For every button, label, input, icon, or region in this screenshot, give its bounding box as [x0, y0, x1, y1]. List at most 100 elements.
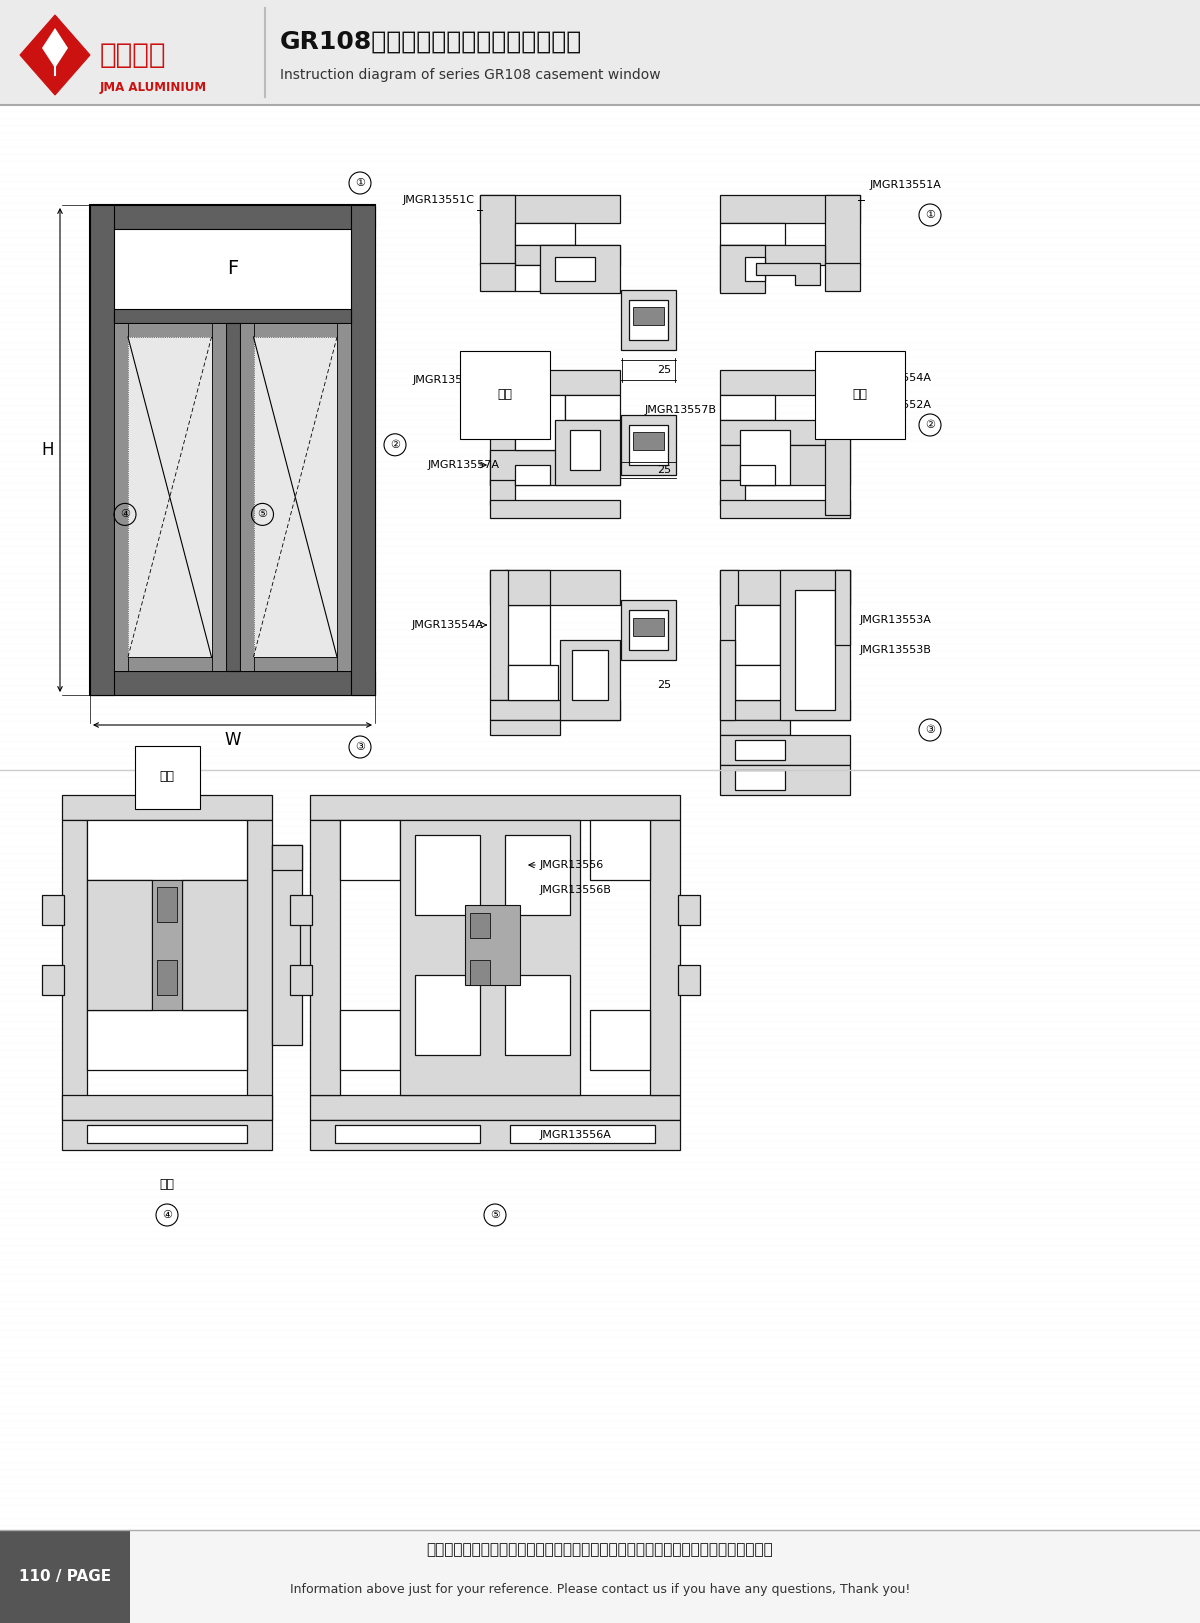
Bar [310, 820, 340, 1096]
Text: Instruction diagram of series GR108 casement window: Instruction diagram of series GR108 case… [280, 68, 661, 83]
Bar [90, 670, 374, 695]
Bar [470, 959, 490, 985]
Bar [240, 657, 352, 670]
Bar [740, 430, 790, 485]
Bar [629, 300, 668, 339]
Bar [114, 323, 226, 338]
Bar [720, 570, 738, 700]
Text: ②: ② [925, 420, 935, 430]
Bar [622, 601, 676, 661]
Bar [629, 610, 668, 649]
Bar [337, 323, 352, 670]
Bar [88, 1010, 247, 1070]
Text: ④: ④ [162, 1211, 172, 1220]
Bar [490, 700, 620, 721]
Text: Information above just for your reference. Please contact us if you have any que: Information above just for your referenc… [290, 1584, 910, 1597]
Bar [211, 323, 226, 670]
Bar [634, 432, 664, 450]
Bar [734, 740, 785, 760]
Bar [565, 394, 620, 420]
Text: JMGR13557B: JMGR13557B [646, 406, 718, 415]
Bar [182, 880, 247, 1010]
Text: JMGR13551C: JMGR13551C [403, 195, 475, 204]
Polygon shape [42, 28, 68, 68]
Text: JMGR13556B: JMGR13556B [540, 885, 612, 894]
Bar [42, 966, 64, 995]
Bar [720, 570, 850, 605]
Bar [515, 222, 575, 245]
Text: W: W [224, 730, 241, 748]
Bar [826, 195, 860, 265]
Bar [745, 256, 766, 281]
Bar [720, 245, 766, 294]
Bar [50, 50, 60, 58]
Bar [490, 370, 620, 394]
Bar [490, 480, 515, 505]
Bar [340, 820, 400, 880]
Bar [835, 570, 850, 644]
Text: 室内: 室内 [160, 771, 174, 784]
Bar [400, 820, 580, 1096]
Text: JMGR13553A: JMGR13553A [860, 615, 932, 625]
Bar [480, 263, 515, 291]
Bar [720, 500, 850, 518]
Bar [515, 466, 550, 485]
Bar [720, 222, 785, 245]
Bar [720, 735, 850, 764]
Bar [720, 445, 850, 485]
Text: JMGR13557A: JMGR13557A [428, 459, 500, 471]
Text: 室外: 室外 [852, 388, 868, 401]
Bar [62, 1120, 272, 1151]
Bar [508, 665, 558, 700]
Bar [62, 1096, 272, 1120]
Bar [240, 323, 352, 338]
Bar [114, 308, 352, 323]
Text: 25: 25 [656, 466, 671, 476]
Text: 室外: 室外 [160, 1178, 174, 1191]
Text: ①: ① [925, 209, 935, 221]
Bar [720, 639, 734, 721]
Bar [505, 834, 570, 915]
Text: 室内: 室内 [498, 388, 512, 401]
Text: 坚美铝业: 坚美铝业 [100, 41, 167, 70]
Bar [490, 570, 508, 700]
Bar [650, 820, 680, 1096]
Text: JMGR13552A: JMGR13552A [860, 399, 932, 411]
Bar [310, 1120, 680, 1151]
Text: ④: ④ [120, 510, 130, 519]
Bar [629, 425, 668, 466]
Bar [310, 795, 680, 820]
Bar [466, 906, 520, 985]
Text: JMGR13556: JMGR13556 [540, 860, 605, 870]
Bar [720, 700, 850, 721]
Bar [720, 394, 775, 420]
Bar [240, 323, 253, 670]
Bar [490, 721, 560, 735]
Bar [88, 820, 247, 880]
Bar [678, 966, 700, 995]
Bar [290, 966, 312, 995]
Bar [780, 570, 850, 721]
Text: JMGR13554A: JMGR13554A [412, 620, 484, 630]
Bar [560, 639, 620, 721]
Bar [540, 245, 620, 294]
Text: ⑤: ⑤ [490, 1211, 500, 1220]
Bar [352, 204, 374, 695]
Bar [510, 1125, 655, 1143]
Text: JMGR13551A: JMGR13551A [870, 180, 942, 190]
Bar [505, 975, 570, 1055]
Text: F: F [227, 260, 238, 279]
Bar [90, 204, 374, 695]
Bar [62, 795, 272, 820]
Bar [0, 0, 1200, 105]
Bar [720, 764, 850, 795]
Bar [570, 430, 600, 471]
Bar [515, 394, 565, 450]
Bar [272, 846, 302, 870]
Bar [114, 323, 128, 670]
Bar [554, 420, 620, 485]
Bar [826, 263, 860, 291]
Bar [590, 1010, 650, 1070]
Bar [0, 1530, 130, 1623]
Bar [226, 323, 240, 670]
